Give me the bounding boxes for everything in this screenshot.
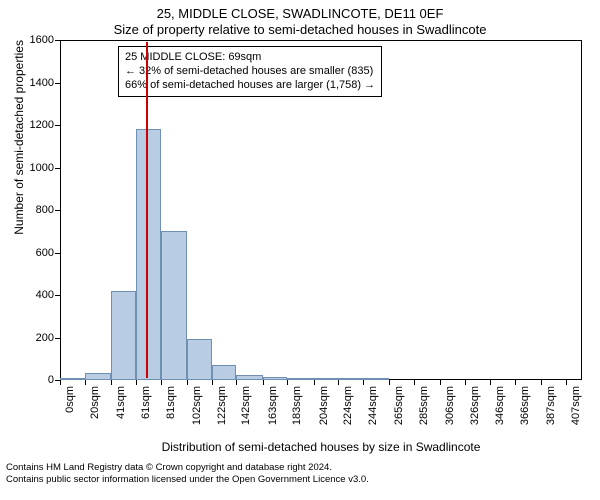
x-tick-mark [440, 380, 441, 385]
x-tick-mark [136, 380, 137, 385]
y-tick-mark [55, 125, 60, 126]
x-tick-mark [287, 380, 288, 385]
plot-area: 25 MIDDLE CLOSE: 69sqm← 32% of semi-deta… [60, 40, 582, 380]
y-tick-label: 600 [36, 247, 54, 259]
histogram-bar [187, 339, 212, 380]
histogram-bar [212, 365, 237, 380]
x-tick-label: 0sqm [64, 386, 76, 413]
x-tick-label: 387sqm [545, 386, 557, 425]
x-tick-label: 224sqm [342, 386, 354, 425]
histogram-bar [136, 129, 161, 380]
x-tick-mark [161, 380, 162, 385]
annotation-line: 66% of semi-detached houses are larger (… [125, 79, 375, 93]
x-tick-mark [314, 380, 315, 385]
x-tick-mark [187, 380, 188, 385]
x-tick-label: 244sqm [367, 386, 379, 425]
y-tick-mark [55, 295, 60, 296]
y-tick-label: 1600 [30, 34, 54, 46]
y-tick-mark [55, 253, 60, 254]
x-tick-mark [363, 380, 364, 385]
y-tick-mark [55, 83, 60, 84]
x-tick-label: 326sqm [469, 386, 481, 425]
y-tick-mark [55, 40, 60, 41]
y-tick-label: 1000 [30, 162, 54, 174]
histogram-bar [60, 378, 85, 380]
histogram-bar [314, 378, 339, 380]
x-tick-label: 346sqm [494, 386, 506, 425]
x-tick-mark [541, 380, 542, 385]
x-tick-label: 407sqm [570, 386, 582, 425]
x-tick-label: 366sqm [519, 386, 531, 425]
footer-line-1: Contains HM Land Registry data © Crown c… [6, 462, 594, 474]
x-tick-label: 306sqm [444, 386, 456, 425]
footer: Contains HM Land Registry data © Crown c… [0, 462, 600, 486]
x-tick-mark [60, 380, 61, 385]
marker-line [146, 42, 148, 378]
x-tick-label: 285sqm [418, 386, 430, 425]
histogram-bar [363, 378, 389, 380]
title-line-1: 25, MIDDLE CLOSE, SWADLINCOTE, DE11 0EF [0, 0, 600, 22]
y-tick-label: 800 [36, 204, 54, 216]
y-tick-mark [55, 338, 60, 339]
x-tick-mark [414, 380, 415, 385]
x-tick-label: 163sqm [267, 386, 279, 425]
annotation-box: 25 MIDDLE CLOSE: 69sqm← 32% of semi-deta… [118, 46, 382, 97]
x-tick-label: 41sqm [115, 386, 127, 419]
x-tick-mark [389, 380, 390, 385]
histogram-bar [85, 373, 111, 380]
y-tick-mark [55, 168, 60, 169]
chart-container: 25, MIDDLE CLOSE, SWADLINCOTE, DE11 0EF … [0, 0, 600, 500]
histogram-bar [338, 378, 363, 380]
footer-line-2: Contains public sector information licen… [6, 474, 594, 486]
x-tick-label: 20sqm [89, 386, 101, 419]
y-tick-label: 1400 [30, 77, 54, 89]
y-tick-label: 200 [36, 332, 54, 344]
x-tick-label: 61sqm [140, 386, 152, 419]
x-tick-mark [85, 380, 86, 385]
y-axis-label: Number of semi-detached properties [12, 0, 26, 210]
x-axis-label: Distribution of semi-detached houses by … [60, 440, 582, 454]
x-tick-mark [236, 380, 237, 385]
x-tick-mark [212, 380, 213, 385]
histogram-bar [263, 377, 288, 380]
x-tick-label: 204sqm [318, 386, 330, 425]
x-tick-mark [465, 380, 466, 385]
x-tick-mark [111, 380, 112, 385]
y-tick-mark [55, 210, 60, 211]
x-tick-label: 81sqm [165, 386, 177, 419]
x-tick-label: 142sqm [240, 386, 252, 425]
x-tick-label: 183sqm [291, 386, 303, 425]
x-tick-label: 122sqm [216, 386, 228, 425]
x-tick-mark [338, 380, 339, 385]
y-tick-label: 0 [48, 374, 54, 386]
histogram-bar [236, 375, 262, 380]
x-tick-mark [490, 380, 491, 385]
x-tick-mark [263, 380, 264, 385]
x-tick-mark [566, 380, 567, 385]
histogram-bar [111, 291, 136, 380]
x-tick-label: 265sqm [393, 386, 405, 425]
title-line-2: Size of property relative to semi-detach… [0, 22, 600, 38]
histogram-bar [287, 378, 313, 380]
x-tick-mark [515, 380, 516, 385]
y-tick-label: 1200 [30, 119, 54, 131]
annotation-line: ← 32% of semi-detached houses are smalle… [125, 65, 375, 79]
histogram-bar [161, 231, 187, 380]
annotation-line: 25 MIDDLE CLOSE: 69sqm [125, 51, 375, 65]
x-tick-label: 102sqm [191, 386, 203, 425]
y-tick-label: 400 [36, 289, 54, 301]
